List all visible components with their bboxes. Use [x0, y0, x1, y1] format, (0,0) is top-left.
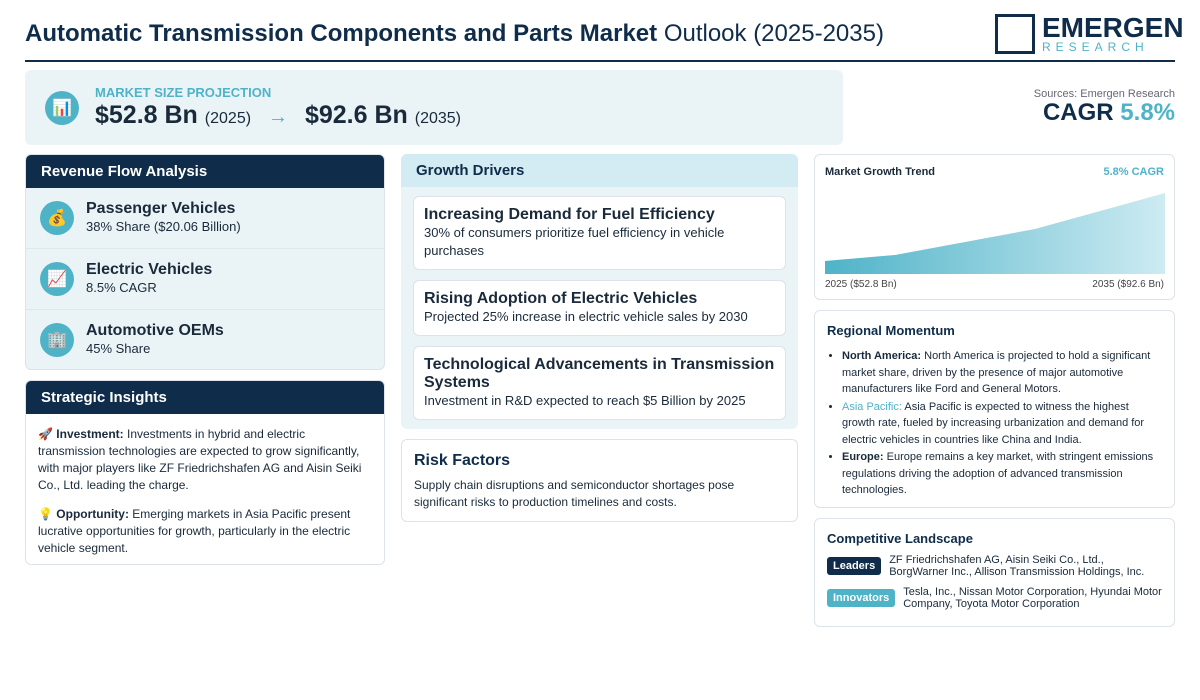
item-name: Electric Vehicles — [86, 261, 213, 278]
driver: Technological Advancements in Transmissi… — [413, 346, 786, 420]
names: ZF Friedrichshafen AG, Aisin Seiki Co., … — [889, 554, 1145, 578]
card-title: Growth Drivers — [401, 154, 798, 187]
regional-list: North America: North America is projecte… — [815, 348, 1174, 499]
insight-label: Investment: — [56, 427, 124, 441]
region-name: North America: — [842, 350, 922, 362]
driver-title: Technological Advancements in Transmissi… — [424, 356, 775, 391]
insights-card: Strategic Insights 🚀 Investment: Investm… — [25, 380, 385, 565]
card-title: Revenue Flow Analysis — [26, 155, 384, 188]
projection-box: 📊 MARKET SIZE PROJECTION $52.8 Bn (2025)… — [25, 70, 843, 145]
item-text: Electric Vehicles 8.5% CAGR — [86, 261, 212, 297]
driver-text: Projected 25% increase in electric vehic… — [424, 309, 748, 324]
item-detail: 38% Share ($20.06 Billion) — [86, 219, 241, 234]
trend-start: 2025 ($52.8 Bn) — [825, 279, 897, 290]
insight-icon: 🚀 — [38, 427, 53, 441]
area-shape — [825, 193, 1165, 274]
drivers-list: Increasing Demand for Fuel Efficiency 30%… — [401, 196, 798, 420]
insights-list: 🚀 Investment: Investments in hybrid and … — [26, 426, 384, 557]
risk-text: Supply chain disruptions and semiconduct… — [414, 478, 735, 509]
names: Tesla, Inc., Nissan Motor Corporation, H… — [903, 586, 1162, 610]
insight-text: Investments in hybrid and electric trans… — [38, 427, 362, 492]
competitor-group: Innovators Tesla, Inc., Nissan Motor Corp… — [827, 586, 1162, 610]
cagr-value: 5.8% — [1120, 99, 1175, 126]
driver-text: Investment in R&D expected to reach $5 B… — [424, 393, 746, 408]
revenue-list: 💰 Passenger Vehicles 38% Share ($20.06 Bil… — [26, 188, 384, 369]
competitive-card: Competitive Landscape Leaders ZF Friedric… — [814, 518, 1175, 627]
insight-icon: 💡 — [38, 507, 53, 521]
item-icon: 📈 — [40, 262, 74, 296]
trend-cagr: 5.8% CAGR — [1103, 166, 1164, 178]
competitor-group: Leaders ZF Friedrichshafen AG, Aisin Seik… — [827, 554, 1162, 578]
projection-icon: 📊 — [45, 91, 79, 125]
item-name: Passenger Vehicles — [86, 200, 236, 217]
item-text: Automotive OEMs 45% Share — [86, 322, 224, 358]
trend-title: Market Growth Trend — [825, 166, 936, 178]
region-text: Asia Pacific is expected to witness the … — [842, 400, 1145, 446]
revenue-item: 📈 Electric Vehicles 8.5% CAGR — [26, 249, 384, 310]
region-item: Europe: Europe remains a key market, wit… — [842, 449, 1162, 499]
card-title: Strategic Insights — [26, 381, 384, 414]
driver-title: Increasing Demand for Fuel Efficiency — [424, 206, 715, 223]
driver: Rising Adoption of Electric Vehicles Proj… — [413, 280, 786, 336]
revenue-card: Revenue Flow Analysis 💰 Passenger Vehicle… — [25, 154, 385, 370]
driver: Increasing Demand for Fuel Efficiency 30%… — [413, 196, 786, 270]
item-detail: 8.5% CAGR — [86, 280, 157, 295]
end-value: $92.6 Bn — [304, 101, 408, 129]
region-item: North America: North America is projecte… — [842, 348, 1162, 398]
driver-title: Rising Adoption of Electric Vehicles — [424, 290, 698, 307]
logo-mark — [995, 14, 1035, 54]
item-name: Automotive OEMs — [86, 322, 224, 339]
title-bold: Automatic Transmission Components and Pa… — [25, 20, 658, 47]
competitive-title: Competitive Landscape — [827, 531, 973, 546]
region-item: Asia Pacific: Asia Pacific is expected t… — [842, 399, 1162, 449]
logo-sub: RESEARCH — [1042, 40, 1149, 54]
item-detail: 45% Share — [86, 341, 151, 356]
regional-card: Regional Momentum North America: North A… — [814, 310, 1175, 508]
projection-label: MARKET SIZE PROJECTION — [95, 85, 272, 100]
trend-area — [825, 193, 1165, 274]
insight-label: Opportunity: — [56, 507, 129, 521]
trend-card: Market Growth Trend 5.8% CAGR 2025 ($52.… — [814, 154, 1175, 300]
insight: 💡 Opportunity: Emerging markets in Asia … — [26, 506, 384, 557]
region-text: North America is projected to hold a sig… — [842, 350, 1151, 395]
drivers-panel: Growth Drivers Increasing Demand for Fue… — [401, 154, 798, 429]
risk-card: Risk Factors Supply chain disruptions an… — [401, 439, 798, 522]
item-icon: 🏢 — [40, 323, 74, 357]
start-year: (2025) — [204, 110, 252, 127]
revenue-item: 💰 Passenger Vehicles 38% Share ($20.06 Bil… — [26, 188, 384, 249]
region-text: Europe remains a key market, with string… — [842, 451, 1154, 496]
item-icon: 💰 — [40, 201, 74, 235]
driver-text: 30% of consumers prioritize fuel efficie… — [424, 225, 725, 258]
sources: Sources: Emergen Research — [1033, 88, 1175, 100]
badge: Leaders — [827, 557, 882, 575]
logo-main: EMERGEN — [1042, 12, 1184, 43]
header-rule — [25, 60, 1175, 62]
insight: 🚀 Investment: Investments in hybrid and … — [26, 426, 384, 494]
title-rest: Outlook (2025-2035) — [663, 20, 884, 47]
region-name: Europe: — [842, 451, 884, 463]
risk-title: Risk Factors — [414, 452, 511, 469]
arrow: → — [268, 106, 288, 128]
title: Automatic Transmission Components and Pa… — [25, 20, 884, 48]
start-value: $52.8 Bn — [95, 101, 198, 129]
insight-text: Emerging markets in Asia Pacific present… — [38, 507, 351, 555]
trend-end: 2035 ($92.6 Bn) — [1092, 279, 1164, 290]
projection-values: $52.8 Bn (2025) → $92.6 Bn (2035) — [95, 101, 461, 130]
badge: Innovators — [827, 589, 896, 607]
regional-title: Regional Momentum — [827, 323, 955, 338]
region-name: Asia Pacific: — [842, 400, 902, 413]
revenue-item: 🏢 Automotive OEMs 45% Share — [26, 310, 384, 369]
end-year: (2035) — [414, 110, 461, 127]
item-text: Passenger Vehicles 38% Share ($20.06 Bill… — [86, 200, 241, 236]
cagr-label: CAGR — [1042, 99, 1114, 126]
cagr: CAGR 5.8% — [1043, 99, 1175, 127]
competitive-list: Leaders ZF Friedrichshafen AG, Aisin Seik… — [815, 554, 1174, 610]
